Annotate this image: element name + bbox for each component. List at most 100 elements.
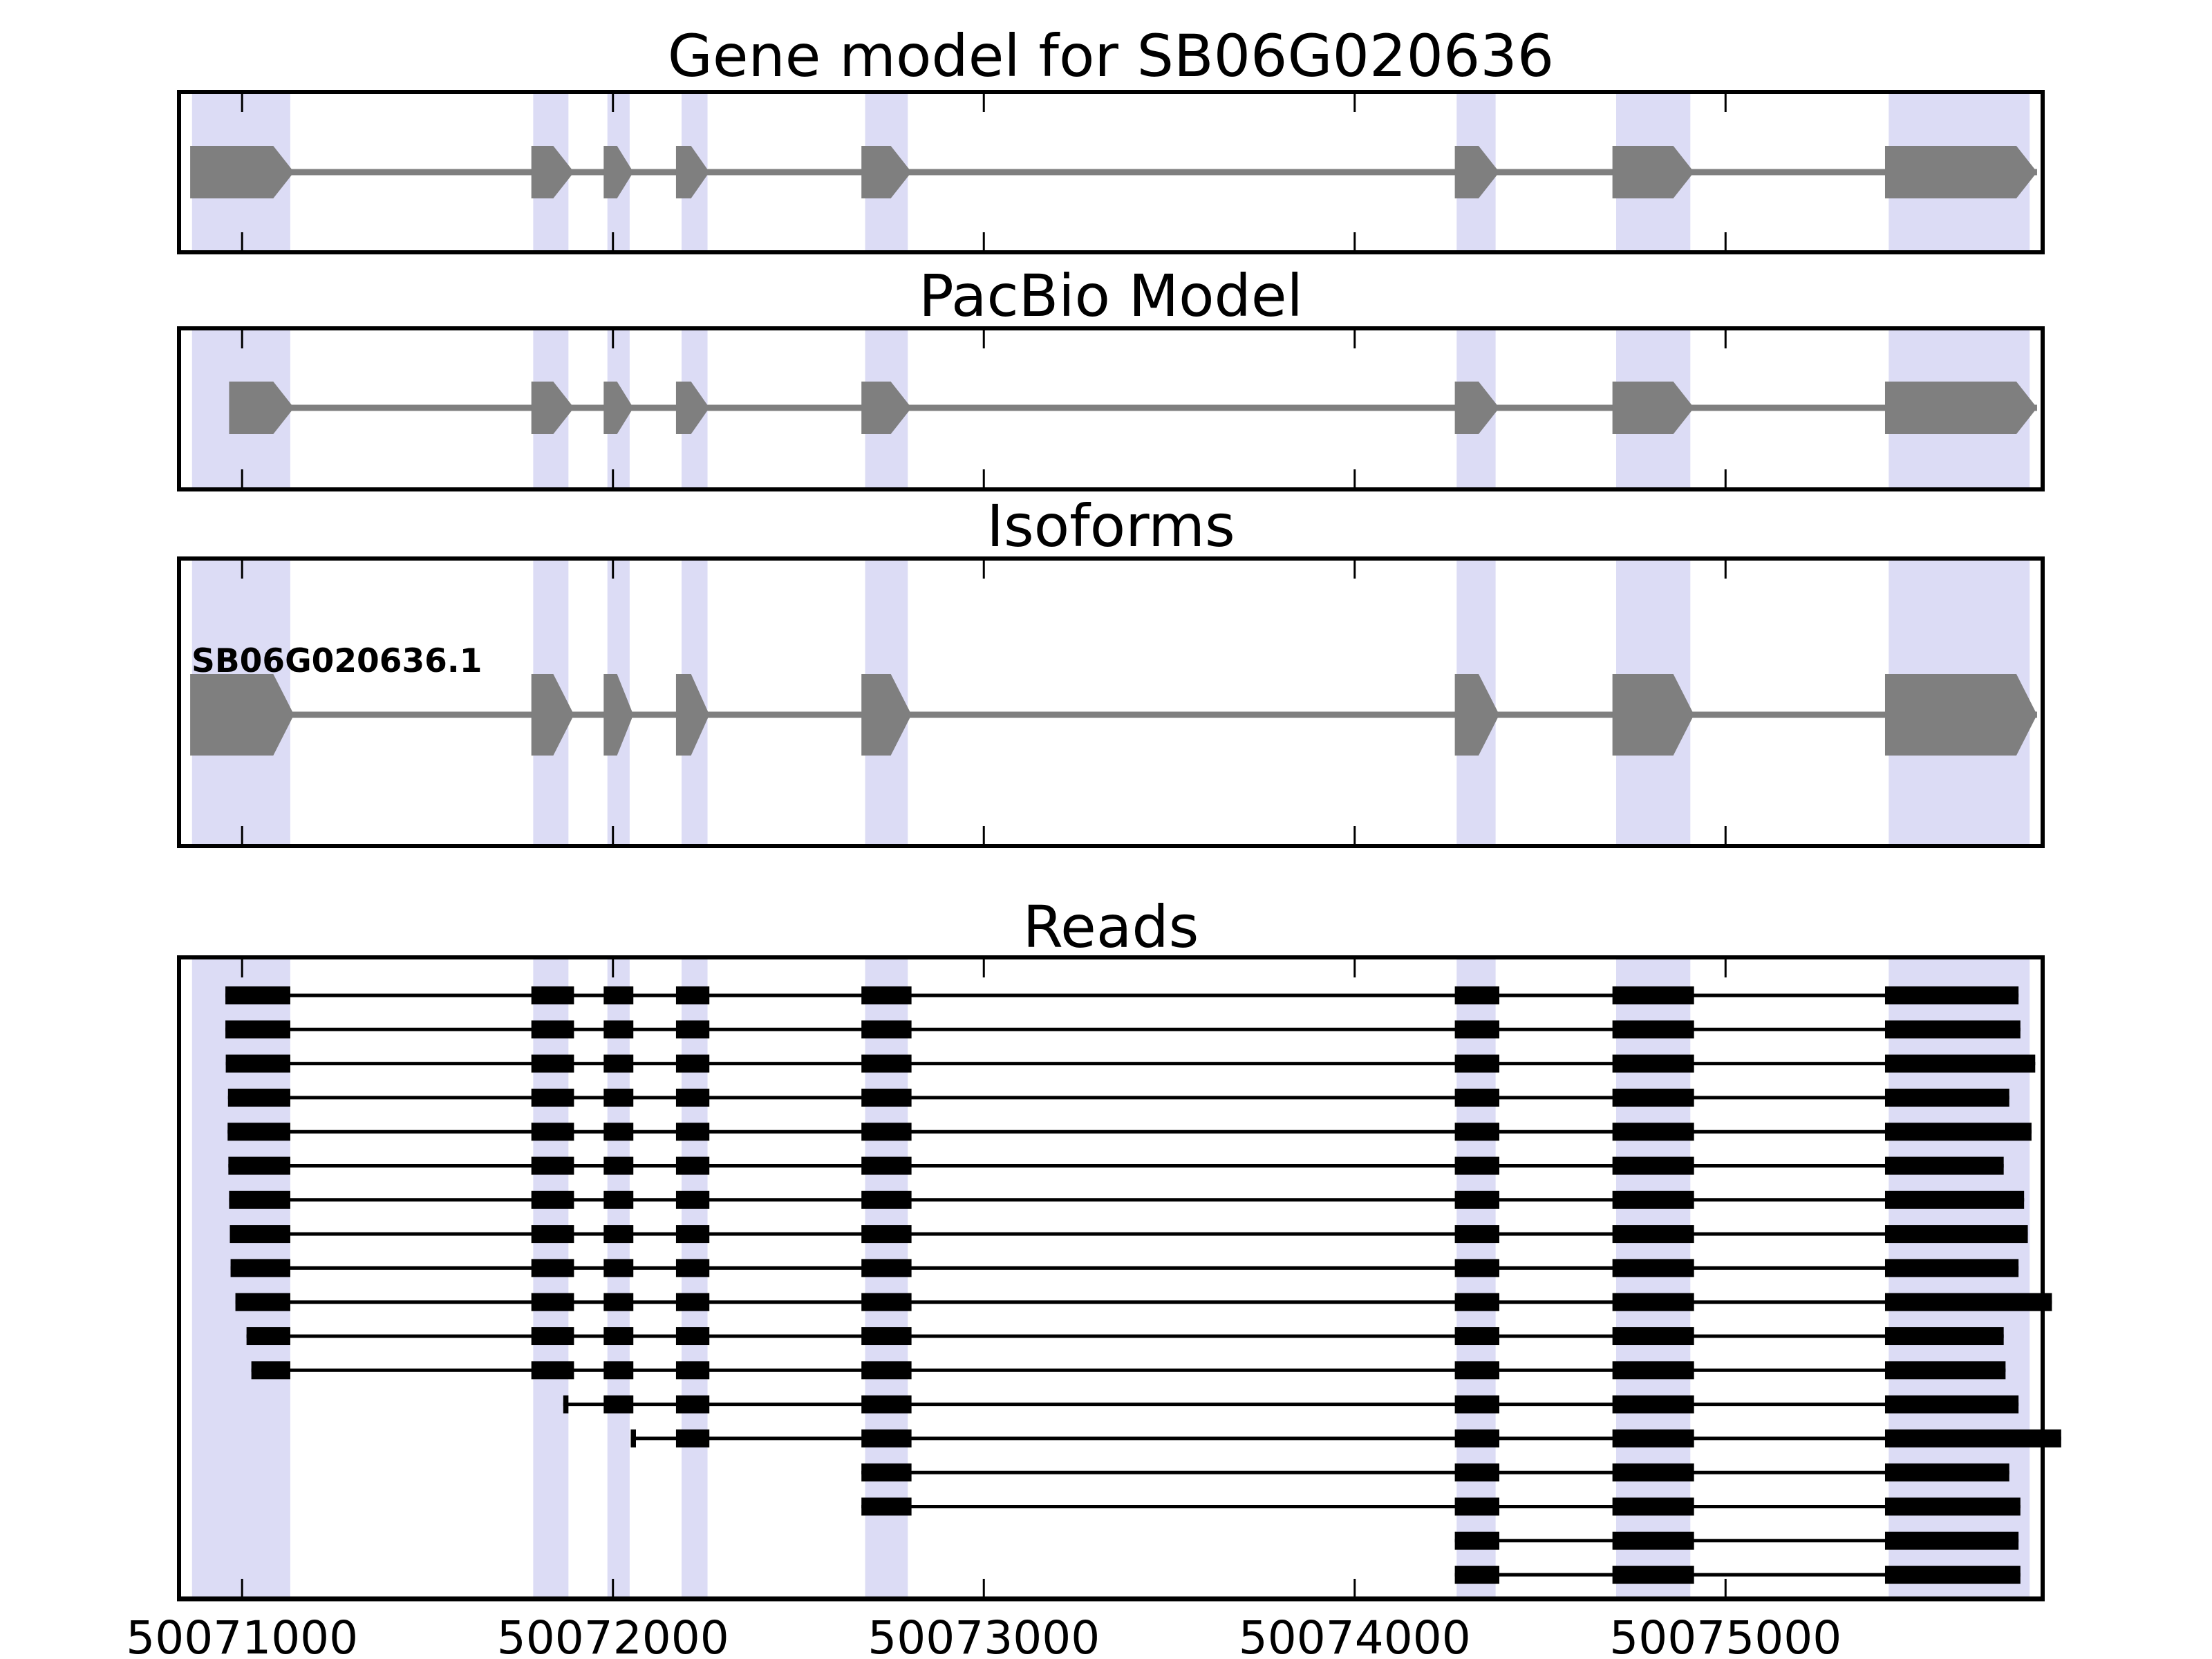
highlight-band <box>533 957 569 1599</box>
exon-block <box>1454 146 1500 198</box>
read-exon-block <box>246 1327 290 1345</box>
read-exon-block <box>225 1020 290 1039</box>
read-exon-block <box>1454 1020 1500 1039</box>
read-exon-block <box>603 1123 634 1141</box>
read-exon-block <box>1454 1531 1500 1550</box>
read-exon-block <box>531 1327 574 1345</box>
read-exon-block <box>1454 1327 1500 1345</box>
read-exon-block <box>603 1327 634 1345</box>
x-tick-label: 50074000 <box>1239 1611 1471 1659</box>
read-exon-block <box>1884 986 2019 1004</box>
read-exon-block <box>675 1190 710 1209</box>
read-exon-block <box>1454 1156 1500 1175</box>
panel-title-gene-model: Gene model for SB06G020636 <box>668 22 1554 90</box>
panel-border <box>177 955 2045 1601</box>
read-exon-block <box>230 1259 290 1277</box>
read-exon-block <box>861 1259 912 1277</box>
read-exon-block <box>531 1156 574 1175</box>
read-exon-block <box>1612 1088 1694 1107</box>
exon-block <box>531 674 574 756</box>
read-exon-block <box>1884 1088 2009 1107</box>
read-exon-block <box>603 1088 634 1107</box>
read-exon-block <box>1454 1293 1500 1311</box>
exon-block <box>603 146 634 198</box>
read-exon-block <box>531 1225 574 1244</box>
read-exon-block <box>531 1123 574 1141</box>
exon-block <box>861 146 912 198</box>
read-exon-block <box>1454 1123 1500 1141</box>
highlight-band <box>681 957 708 1599</box>
exon-block <box>861 674 912 756</box>
read-exon-block <box>235 1293 290 1311</box>
panel-title-isoforms: Isoforms <box>986 492 1235 560</box>
read-exon-block <box>861 1429 912 1447</box>
read-exon-block <box>531 1293 574 1311</box>
read-exon-block <box>861 1225 912 1244</box>
read-exon-block <box>1884 1531 2019 1550</box>
read-exon-block <box>861 1123 912 1141</box>
read-exon-block <box>1884 1429 2061 1447</box>
read-exon-block <box>675 1327 710 1345</box>
read-exon-block <box>1884 1463 2009 1482</box>
read-exon-block <box>1612 1259 1694 1277</box>
read-exon-block <box>1612 1463 1694 1482</box>
read-exon-block <box>675 1259 710 1277</box>
read-exon-block <box>1454 1395 1500 1414</box>
read-exon-block <box>861 1190 912 1209</box>
read-exon-block <box>675 1123 710 1141</box>
read-exon-block <box>861 1395 912 1414</box>
read-exon-block <box>1454 1088 1500 1107</box>
read-exon-block <box>531 1054 574 1073</box>
read-exon-block <box>603 1190 634 1209</box>
exon-block <box>229 382 294 434</box>
read-exon-block <box>1884 1361 2006 1380</box>
exon-block <box>1454 382 1500 434</box>
read-exon-block <box>1612 1225 1694 1244</box>
read-exon-block <box>1884 1156 2004 1175</box>
read-exon-block <box>531 1259 574 1277</box>
read-exon-block <box>1454 1259 1500 1277</box>
read-exon-block <box>1884 1123 2032 1141</box>
read-exon-block <box>675 1156 710 1175</box>
exon-block <box>675 146 710 198</box>
read-exon-block <box>1454 1225 1500 1244</box>
read-exon-block <box>1612 1156 1694 1175</box>
read-exon-block <box>1884 1395 2019 1414</box>
read-exon-block <box>1454 1190 1500 1209</box>
read-exon-block <box>1884 1020 2021 1039</box>
read-exon-block <box>1454 1497 1500 1516</box>
panel-title-pacbio: PacBio Model <box>919 262 1303 330</box>
read-exon-block <box>531 1361 574 1380</box>
read-exon-block <box>603 1293 634 1311</box>
read-exon-block <box>227 1088 290 1107</box>
read-exon-block <box>603 1395 634 1414</box>
read-exon-block <box>861 1463 912 1482</box>
read-exon-block <box>675 1293 710 1311</box>
exon-block <box>1454 674 1500 756</box>
exon-block <box>603 674 634 756</box>
read-exon-block <box>563 1395 569 1414</box>
read-exon-block <box>1612 1293 1694 1311</box>
read-exon-block <box>227 1123 290 1141</box>
x-tick-label: 50072000 <box>497 1611 729 1659</box>
read-exon-block <box>630 1429 636 1447</box>
read-exon-block <box>1612 1395 1694 1414</box>
read-exon-block <box>675 1020 710 1039</box>
read-exon-block <box>603 1259 634 1277</box>
highlight-band <box>607 957 630 1599</box>
read-exon-block <box>1884 1054 2036 1073</box>
read-exon-block <box>1884 1497 2021 1516</box>
isoform-name-label: SB06G020636.1 <box>191 642 482 680</box>
read-exon-block <box>861 1088 912 1107</box>
read-exon-block <box>675 1429 710 1447</box>
read-exon-block <box>861 1327 912 1345</box>
read-exon-block <box>1612 1054 1694 1073</box>
read-exon-block <box>603 986 634 1004</box>
read-exon-block <box>675 1054 710 1073</box>
read-exon-block <box>531 1020 574 1039</box>
read-exon-block <box>1884 1225 2028 1244</box>
read-exon-block <box>675 1395 710 1414</box>
read-exon-block <box>1612 1531 1694 1550</box>
